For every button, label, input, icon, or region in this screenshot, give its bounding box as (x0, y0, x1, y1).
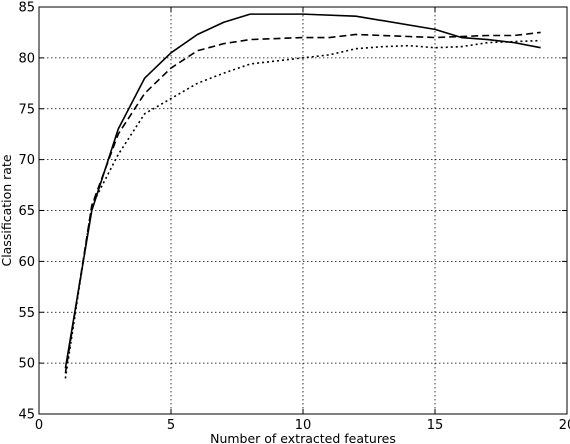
grid (39, 7, 567, 414)
series-line-solid (64, 13, 541, 369)
x-axis-label: Number of extracted features (210, 431, 396, 444)
y-tick-label: 85 (18, 1, 35, 16)
axis-ticks: 0 5 10 15 20 45 50 55 60 65 70 75 80 85 (18, 1, 570, 434)
plot-frame (38, 6, 568, 415)
x-tick-label: 0 (35, 418, 43, 433)
y-tick-label: 45 (18, 408, 35, 423)
x-tick-label: 20 (559, 418, 570, 433)
y-tick-label: 75 (18, 102, 35, 117)
series-lines (64, 13, 541, 379)
y-tick-label: 55 (18, 306, 35, 321)
series-line-dashed (64, 31, 541, 374)
series-line-dotted (64, 39, 541, 379)
x-tick-label: 5 (167, 418, 175, 433)
y-tick-label: 50 (18, 357, 35, 372)
y-tick-label: 80 (18, 51, 35, 66)
x-tick-label: 10 (295, 418, 312, 433)
y-tick-label: 65 (18, 204, 35, 219)
y-tick-label: 70 (18, 153, 35, 168)
x-tick-label: 15 (427, 418, 444, 433)
y-tick-label: 60 (18, 255, 35, 270)
y-axis-label: Classification rate (0, 154, 14, 266)
